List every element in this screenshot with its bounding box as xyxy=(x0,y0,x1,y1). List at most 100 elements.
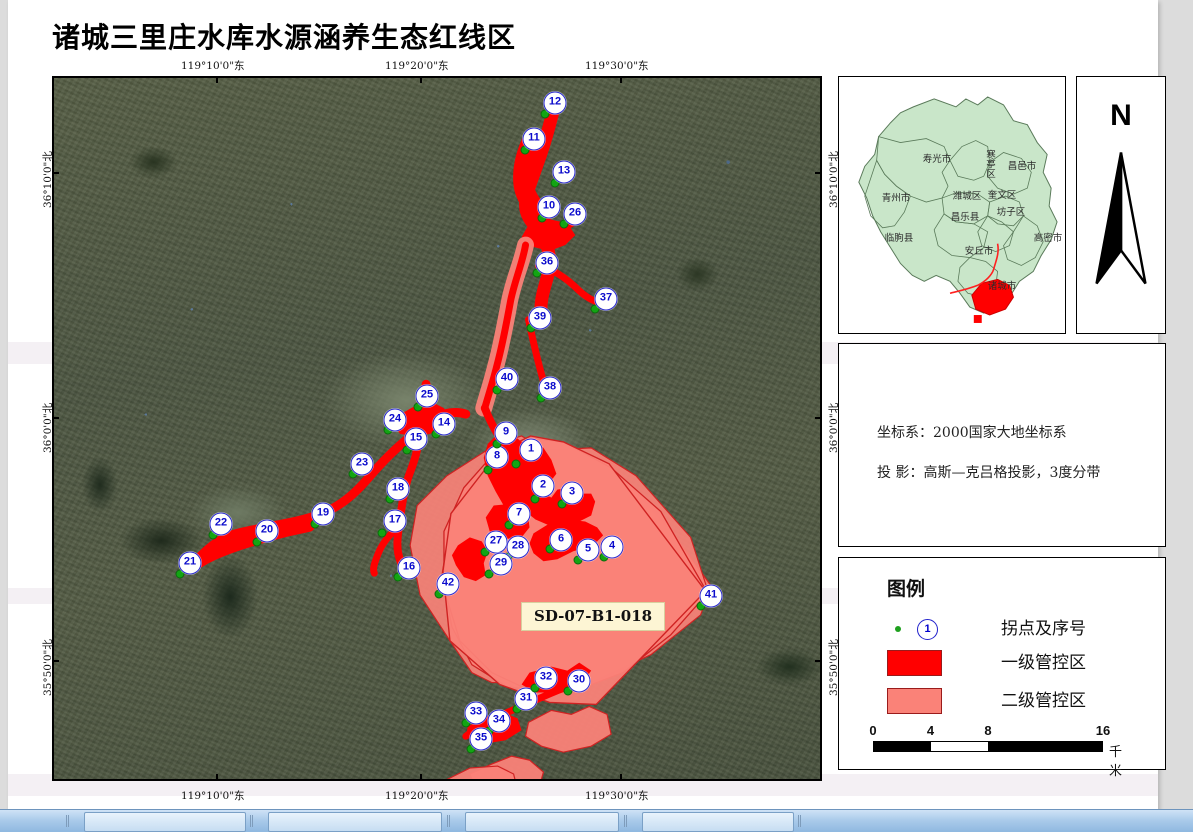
inflection-point-number[interactable]: 26 xyxy=(563,202,587,226)
inflection-point-number[interactable]: 35 xyxy=(469,727,493,751)
coordinate-system-panel: 坐标系：2000国家大地坐标系 投 影：高斯—克吕格投影，3度分带 xyxy=(838,343,1166,547)
inflection-point-number[interactable]: 41 xyxy=(699,584,723,608)
inflection-point-number[interactable]: 21 xyxy=(178,551,202,575)
taskbar-grip[interactable] xyxy=(447,815,451,827)
inflection-point-number[interactable]: 37 xyxy=(594,287,618,311)
inflection-point-dot xyxy=(483,465,493,475)
inflection-point-number[interactable]: 22 xyxy=(209,512,233,536)
inflection-point-number[interactable]: 4 xyxy=(600,535,624,559)
inflection-point-number[interactable]: 18 xyxy=(386,477,410,501)
inflection-point-dot xyxy=(484,569,494,579)
taskbar-grip[interactable] xyxy=(798,815,802,827)
inflection-point-number[interactable]: 23 xyxy=(350,452,374,476)
inflection-point-number[interactable]: 9 xyxy=(494,421,518,445)
taskbar-window-button[interactable] xyxy=(84,812,246,832)
green-dot-icon xyxy=(895,626,901,632)
graticule-tick xyxy=(52,660,59,662)
inset-region-label: 寿光市 xyxy=(922,154,952,165)
legend-panel: 图例 1 拐点及序号 一级管控区 二级管控区 0 4 8 16 xyxy=(838,557,1166,779)
inset-region-label: 青州市 xyxy=(881,193,911,204)
inflection-point-dot xyxy=(563,686,573,696)
taskbar-window-button[interactable] xyxy=(465,812,619,832)
inflection-point-number[interactable]: 34 xyxy=(487,709,511,733)
taskbar-window-button[interactable] xyxy=(268,812,442,832)
scale-seg xyxy=(874,742,931,751)
inflection-point-number[interactable]: 7 xyxy=(507,502,531,526)
inflection-point-number[interactable]: 31 xyxy=(514,687,538,711)
axis-y-label: 35°50'0"北 xyxy=(42,639,54,696)
scale-bar-tick-label: 4 xyxy=(926,723,935,738)
inflection-point-number[interactable]: 42 xyxy=(436,572,460,596)
inflection-point-number[interactable]: 8 xyxy=(485,445,509,469)
inset-region-label: 昌邑市 xyxy=(1007,161,1037,172)
inset-region-label: 安丘市 xyxy=(964,246,994,257)
inflection-point-number[interactable]: 14 xyxy=(432,412,456,436)
graticule-tick xyxy=(620,76,622,83)
inflection-point-number[interactable]: 27 xyxy=(484,530,508,554)
scale-bar: 0 4 8 16 千米 xyxy=(869,723,1133,779)
inflection-point-number[interactable]: 15 xyxy=(404,427,428,451)
graticule-tick xyxy=(216,774,218,781)
level1-middle-river xyxy=(481,241,530,412)
inflection-point-number[interactable]: 10 xyxy=(537,195,561,219)
inflection-point-number[interactable]: 33 xyxy=(464,701,488,725)
inflection-point-dot xyxy=(511,459,521,469)
inflection-point-number[interactable]: 30 xyxy=(567,669,591,693)
inflection-point-number[interactable]: 28 xyxy=(506,535,530,559)
axis-x-label: 119°20'0"东 xyxy=(385,60,449,72)
legend-item-label: 拐点及序号 xyxy=(1001,619,1086,639)
level2-south-lobe-a xyxy=(524,705,612,753)
inflection-point-number[interactable]: 5 xyxy=(576,538,600,562)
inflection-point-number[interactable]: 17 xyxy=(383,509,407,533)
locator-inset-map[interactable]: 寿光市 寒亭区 昌邑市 青州市 潍城区 奎文区 坊子区 昌乐县 临朐县 安丘市 高密市 诸城市 xyxy=(838,76,1066,334)
taskbar-window-button[interactable] xyxy=(642,812,794,832)
axis-x-label: 119°10'0"东 xyxy=(181,790,245,802)
coordinate-system-line: 坐标系：2000国家大地坐标系 xyxy=(877,425,1067,441)
axis-y-label: 36°0'0"北 xyxy=(42,402,54,453)
inflection-point-number[interactable]: 40 xyxy=(495,367,519,391)
north-arrow-icon xyxy=(1095,152,1147,285)
axis-y-label: 36°10'0"北 xyxy=(42,151,54,208)
inflection-point-number[interactable]: 6 xyxy=(549,528,573,552)
graticule-tick xyxy=(420,774,422,781)
inset-region-label: 诸城市 xyxy=(987,281,1017,292)
inflection-point-number[interactable]: 32 xyxy=(534,666,558,690)
inset-highlight-river xyxy=(949,243,999,294)
inflection-point-number[interactable]: 20 xyxy=(255,519,279,543)
legend-title: 图例 xyxy=(887,578,926,600)
graticule-tick xyxy=(420,76,422,83)
graticule-tick xyxy=(815,660,822,662)
inflection-point-number[interactable]: 19 xyxy=(311,502,335,526)
level1-west-south-tail xyxy=(370,523,402,577)
main-map[interactable]: 1 2 3 4 5 6 7 8 9 10 11 12 13 14 15 16 17 18 19 20 21 22 23 24 2… xyxy=(52,76,822,781)
axis-x-label: 119°30'0"东 xyxy=(585,60,649,72)
legend-item-label: 二级管控区 xyxy=(1001,691,1086,711)
inflection-point-dot xyxy=(480,547,490,557)
scale-bar-graphic xyxy=(873,741,1103,752)
taskbar-grip[interactable] xyxy=(624,815,628,827)
inflection-point-number[interactable]: 24 xyxy=(383,408,407,432)
level1-swatch xyxy=(887,650,942,676)
os-taskbar[interactable] xyxy=(0,809,1193,832)
graticule-tick xyxy=(216,76,218,83)
inflection-point-number[interactable]: 2 xyxy=(531,474,555,498)
scale-seg xyxy=(931,742,988,751)
inflection-point-number[interactable]: 38 xyxy=(538,376,562,400)
taskbar-grip[interactable] xyxy=(66,815,70,827)
axis-x-label: 119°20'0"东 xyxy=(385,790,449,802)
scale-seg xyxy=(988,742,1102,751)
inflection-point-number[interactable]: 36 xyxy=(535,251,559,275)
inflection-point-number[interactable]: 29 xyxy=(489,552,513,576)
taskbar-grip[interactable] xyxy=(250,815,254,827)
scale-bar-tick-label: 8 xyxy=(984,723,992,738)
inflection-point-number[interactable]: 39 xyxy=(528,306,552,330)
numbered-circle-icon: 1 xyxy=(917,619,938,640)
inflection-point-number[interactable]: 16 xyxy=(397,556,421,580)
graticule-tick xyxy=(815,172,822,174)
inflection-point-number[interactable]: 25 xyxy=(415,384,439,408)
inflection-point-number[interactable]: 3 xyxy=(560,481,584,505)
inflection-point-number[interactable]: 1 xyxy=(519,438,543,462)
inflection-point-number[interactable]: 12 xyxy=(543,91,567,115)
inflection-point-number[interactable]: 13 xyxy=(552,160,576,184)
inflection-point-number[interactable]: 11 xyxy=(522,127,546,151)
